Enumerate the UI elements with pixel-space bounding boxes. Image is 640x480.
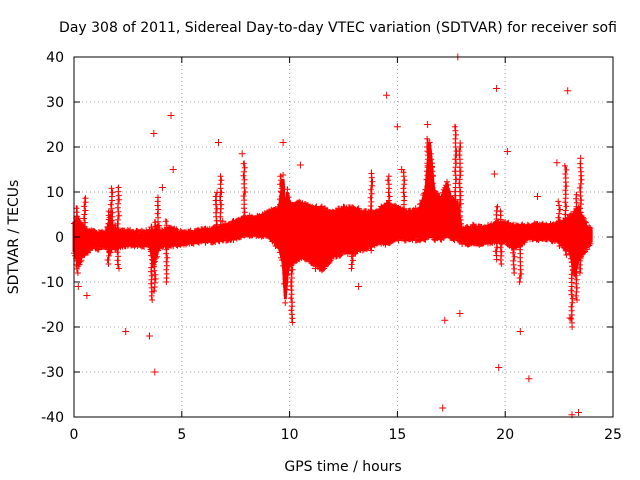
axis-ticks — [73, 56, 614, 418]
data-spike — [277, 173, 285, 240]
data-spike — [367, 169, 376, 254]
data-spike — [456, 140, 464, 231]
data-spike — [576, 160, 585, 276]
data-point — [122, 328, 130, 335]
data-spike — [400, 169, 408, 240]
data-spike — [561, 162, 570, 258]
y-tick-label: 30 — [46, 95, 64, 111]
data-spike — [212, 189, 221, 240]
data-spike — [162, 218, 171, 285]
data-point — [566, 314, 574, 322]
data-spike — [114, 184, 123, 272]
data-point — [490, 170, 498, 178]
data-point — [111, 222, 119, 230]
x-axis-label: GPS time / hours — [284, 459, 401, 475]
data-point — [279, 139, 287, 146]
data-point — [456, 310, 464, 317]
data-point — [238, 150, 246, 158]
y-tick-label: 40 — [46, 50, 64, 66]
data-point — [553, 159, 561, 167]
data-spike — [572, 191, 581, 303]
data-point — [83, 292, 91, 299]
x-tick-label: 20 — [496, 427, 514, 443]
data-spike — [451, 123, 460, 231]
x-tick-label: 0 — [70, 427, 79, 443]
data-point — [564, 87, 572, 95]
data-series — [71, 53, 594, 419]
data-point — [441, 316, 449, 324]
data-point — [383, 91, 391, 99]
data-point — [169, 166, 177, 173]
x-tick-label: 25 — [604, 427, 622, 443]
data-spike — [107, 185, 116, 240]
data-point — [393, 123, 401, 131]
data-point — [575, 409, 582, 416]
y-tick-label: 0 — [55, 230, 64, 246]
x-tick-label: 5 — [177, 427, 186, 443]
data-point — [74, 283, 82, 290]
y-tick-label: -10 — [41, 275, 64, 291]
data-spike — [428, 156, 436, 231]
data-point — [150, 130, 158, 137]
data-point — [493, 85, 501, 92]
data-point — [424, 121, 432, 128]
data-spike — [216, 173, 225, 240]
data-spike — [348, 208, 356, 272]
data-spike — [80, 195, 89, 258]
data-point — [158, 184, 166, 191]
data-spike — [240, 160, 249, 236]
data-spike — [384, 173, 393, 240]
data-spike — [516, 226, 525, 285]
data-spike — [497, 208, 505, 267]
data-spike — [104, 208, 113, 267]
data-point — [296, 161, 304, 169]
data-spike — [287, 226, 296, 326]
data-point — [146, 332, 153, 340]
data-spike — [147, 223, 156, 303]
data-point — [167, 112, 175, 119]
data-point — [219, 217, 227, 225]
data-spike — [568, 218, 576, 330]
chart-title: Day 308 of 2011, Sidereal Day-to-day VTE… — [59, 20, 617, 36]
data-point — [398, 166, 406, 173]
data-point — [495, 364, 503, 371]
data-point — [215, 139, 222, 146]
data-point — [439, 404, 447, 412]
data-spike — [555, 198, 564, 249]
data-spike — [510, 225, 518, 276]
data-point — [312, 265, 319, 272]
data-point — [577, 154, 585, 162]
x-tick-label: 15 — [388, 427, 406, 443]
data-point — [534, 193, 541, 200]
y-tick-label: -20 — [41, 320, 64, 336]
data-point — [516, 328, 524, 335]
x-tick-label: 10 — [281, 427, 299, 443]
data-spike — [154, 194, 163, 249]
y-axis-label: SDTVAR / TECUs — [6, 180, 22, 295]
data-spike — [423, 135, 432, 231]
y-tick-label: 10 — [46, 185, 64, 201]
y-tick-label: 20 — [46, 140, 64, 156]
y-tick-label: -40 — [41, 410, 64, 426]
data-point — [525, 375, 533, 383]
y-tick-label: -30 — [41, 365, 64, 381]
data-point — [151, 368, 159, 376]
data-point — [503, 148, 511, 155]
data-point — [355, 283, 363, 290]
